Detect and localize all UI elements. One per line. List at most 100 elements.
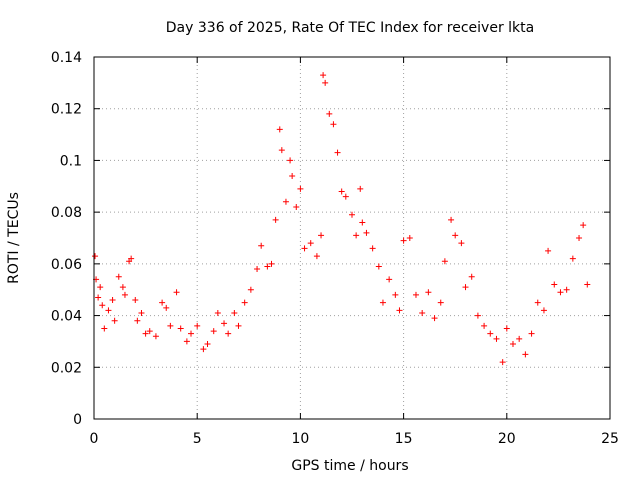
- data-point: [503, 325, 510, 332]
- x-axis-label: GPS time / hours: [291, 458, 408, 474]
- y-tick-label: 0.08: [51, 205, 82, 221]
- y-tick-label: 0.12: [51, 102, 82, 118]
- y-tick-label: 0.04: [51, 309, 82, 325]
- data-point: [146, 328, 153, 335]
- data-point: [264, 263, 271, 270]
- data-point: [458, 240, 465, 247]
- data-point: [499, 359, 506, 366]
- data-point: [386, 276, 393, 283]
- data-point: [268, 260, 275, 267]
- data-point: [159, 299, 166, 306]
- data-point: [357, 185, 364, 192]
- data-point: [297, 185, 304, 192]
- y-tick-label: 0.06: [51, 257, 82, 273]
- data-point: [293, 203, 300, 210]
- data-point: [142, 330, 149, 337]
- data-point: [557, 289, 564, 296]
- data-point: [128, 255, 135, 262]
- data-point: [132, 297, 139, 304]
- x-tick-label: 5: [193, 431, 202, 447]
- data-point: [534, 299, 541, 306]
- data-point: [254, 266, 261, 273]
- data-point: [359, 219, 366, 226]
- data-point: [318, 232, 325, 239]
- x-tick-label: 15: [395, 431, 413, 447]
- plot-frame: [93, 56, 611, 420]
- data-point: [487, 330, 494, 337]
- data-point: [282, 198, 289, 205]
- data-point: [301, 245, 308, 252]
- data-point: [481, 322, 488, 329]
- data-point: [225, 330, 232, 337]
- data-point: [95, 294, 102, 301]
- data-point: [528, 330, 535, 337]
- data-point: [247, 286, 254, 293]
- data-point: [396, 307, 403, 314]
- x-tick-label: 20: [498, 431, 516, 447]
- data-point: [342, 193, 349, 200]
- data-point: [400, 237, 407, 244]
- data-point: [231, 309, 238, 316]
- data-point: [509, 341, 516, 348]
- data-point: [576, 235, 583, 241]
- data-point: [307, 240, 314, 247]
- data-point: [419, 309, 426, 316]
- data-point: [349, 211, 355, 218]
- data-point: [163, 304, 170, 311]
- data-point: [278, 147, 285, 154]
- y-tick-label: 0: [73, 412, 82, 428]
- data-point: [115, 273, 122, 280]
- data-point: [334, 149, 341, 156]
- data-point: [330, 121, 337, 128]
- data-point: [121, 291, 128, 298]
- data-point: [516, 335, 523, 342]
- data-point: [92, 253, 99, 260]
- data-point: [167, 322, 174, 329]
- data-point: [448, 216, 455, 223]
- data-point: [194, 322, 201, 329]
- data-point: [105, 307, 112, 314]
- data-point: [363, 229, 370, 236]
- data-point: [462, 284, 469, 291]
- data-point: [584, 281, 591, 288]
- y-tick-label: 0.02: [51, 360, 82, 376]
- y-tick-label: 0.1: [60, 153, 82, 169]
- data-point: [221, 320, 228, 327]
- data-point: [204, 341, 211, 348]
- x-tick-label: 10: [291, 431, 309, 447]
- data-point: [338, 188, 345, 195]
- data-point: [111, 317, 118, 324]
- data-point: [241, 299, 248, 306]
- data-point: [441, 258, 448, 265]
- data-point: [522, 351, 529, 358]
- data-point: [580, 222, 587, 229]
- data-point: [183, 338, 190, 345]
- data-point: [188, 330, 195, 337]
- data-point: [452, 232, 459, 239]
- data-point: [313, 253, 320, 260]
- chart-title: Day 336 of 2025, Rate Of TEC Index for r…: [166, 20, 534, 36]
- data-point: [468, 273, 475, 280]
- data-point: [177, 325, 184, 332]
- x-tick-label: 25: [601, 431, 619, 447]
- data-point: [134, 317, 141, 324]
- data-point: [258, 242, 265, 249]
- data-point: [152, 333, 159, 340]
- data-point: [276, 126, 283, 133]
- data-point: [540, 307, 547, 314]
- y-tick-label: 0.14: [51, 50, 82, 66]
- data-point: [210, 328, 217, 335]
- data-point: [214, 309, 221, 316]
- x-tick-label: 0: [90, 431, 99, 447]
- data-point: [545, 247, 552, 254]
- data-point: [287, 157, 294, 164]
- data-point: [353, 232, 360, 239]
- data-point: [493, 335, 500, 342]
- data-points: [92, 72, 591, 366]
- data-point: [569, 255, 576, 262]
- data-point: [392, 291, 399, 298]
- data-point: [99, 302, 106, 309]
- data-point: [406, 235, 413, 241]
